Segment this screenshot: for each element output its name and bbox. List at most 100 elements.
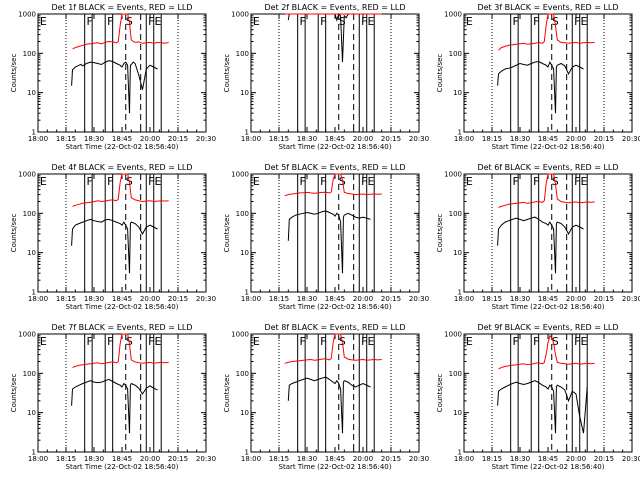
interval-marker: F bbox=[533, 175, 539, 188]
x-tick-label: 20:30 bbox=[622, 135, 640, 143]
x-tick-label: 18:00 bbox=[454, 455, 474, 463]
plot-frame bbox=[37, 13, 207, 133]
interval-marker: F bbox=[300, 175, 306, 188]
interval-marker: F bbox=[107, 175, 113, 188]
interval-marker: E bbox=[253, 175, 260, 188]
plot-frame bbox=[250, 333, 420, 453]
y-axis-label: Counts/sec bbox=[10, 54, 18, 93]
events-black-line bbox=[497, 380, 588, 434]
y-tick-label: 10 bbox=[240, 89, 249, 97]
x-axis-label: Start Time (22-Oct-02 18:56:40) bbox=[66, 463, 179, 471]
x-tick-label: 18:30 bbox=[297, 135, 317, 143]
x-tick-label: 18:30 bbox=[510, 455, 530, 463]
x-tick-label: 18:15 bbox=[482, 455, 502, 463]
y-tick-label: 10 bbox=[240, 409, 249, 417]
x-tick-label: 20:00 bbox=[566, 295, 586, 303]
x-tick-label: 18:30 bbox=[84, 455, 104, 463]
interval-marker: FE bbox=[361, 15, 374, 28]
interval-marker: F bbox=[300, 15, 306, 28]
x-tick-label: 18:30 bbox=[84, 295, 104, 303]
lld-red-line bbox=[72, 173, 169, 207]
interval-marker: F bbox=[513, 175, 519, 188]
interval-marker: F bbox=[107, 15, 113, 28]
y-tick-label: 1000 bbox=[18, 331, 36, 339]
y-axis-label: Counts/sec bbox=[223, 214, 231, 253]
interval-marker: FE bbox=[574, 335, 587, 348]
x-tick-label: 18:45 bbox=[538, 455, 558, 463]
panel-det-9: Det 9f BLACK = Events, RED = LLD 1 10 100 10… bbox=[436, 323, 640, 471]
plot-frame bbox=[463, 333, 633, 453]
panel-det-3: Det 3f BLACK = Events, RED = LLD 1 10 100 10… bbox=[436, 3, 640, 151]
events-black-line bbox=[497, 60, 584, 114]
panel-title: Det 7f BLACK = Events, RED = LLD bbox=[51, 323, 192, 332]
x-axis-label: Start Time (22-Oct-02 18:56:40) bbox=[279, 463, 392, 471]
events-black-line bbox=[497, 216, 584, 274]
panel-title: Det 9f BLACK = Events, RED = LLD bbox=[477, 323, 618, 332]
x-tick-label: 18:30 bbox=[297, 455, 317, 463]
x-tick-label: 18:00 bbox=[28, 135, 48, 143]
interval-marker: E bbox=[40, 335, 47, 348]
x-tick-label: 18:00 bbox=[28, 455, 48, 463]
panel-title: Det 4f BLACK = Events, RED = LLD bbox=[51, 163, 192, 172]
x-tick-label: 20:00 bbox=[140, 135, 160, 143]
x-axis-label: Start Time (22-Oct-02 18:56:40) bbox=[492, 143, 605, 151]
lld-red-line bbox=[72, 13, 169, 50]
y-axis-label: Counts/sec bbox=[436, 54, 444, 93]
x-tick-label: 18:45 bbox=[325, 135, 345, 143]
lld-red-line bbox=[284, 173, 382, 197]
interval-marker: F bbox=[107, 335, 113, 348]
x-tick-label: 20:30 bbox=[622, 455, 640, 463]
interval-marker: FE bbox=[148, 335, 161, 348]
plot-frame bbox=[463, 173, 633, 293]
interval-marker: E bbox=[40, 175, 47, 188]
y-tick-label: 1 bbox=[458, 449, 462, 457]
lld-red-line bbox=[284, 333, 382, 364]
y-tick-label: 100 bbox=[449, 370, 462, 378]
x-tick-label: 18:45 bbox=[112, 135, 132, 143]
y-tick-label: 100 bbox=[236, 370, 249, 378]
x-tick-label: 20:00 bbox=[566, 455, 586, 463]
events-black-line bbox=[71, 218, 158, 274]
panel-det-5: Det 5f BLACK = Events, RED = LLD 1 10 100 10… bbox=[223, 163, 429, 311]
x-axis-label: Start Time (22-Oct-02 18:56:40) bbox=[66, 143, 179, 151]
interval-marker: F bbox=[87, 175, 93, 188]
x-tick-label: 20:15 bbox=[594, 295, 614, 303]
plot-frame bbox=[463, 13, 633, 133]
y-tick-label: 1 bbox=[458, 289, 462, 297]
interval-marker: F bbox=[533, 15, 539, 28]
x-tick-label: 18:30 bbox=[510, 295, 530, 303]
x-tick-label: 20:15 bbox=[594, 455, 614, 463]
panel-title: Det 2f BLACK = Events, RED = LLD bbox=[264, 3, 405, 12]
interval-marker: F bbox=[533, 335, 539, 348]
x-tick-label: 18:15 bbox=[56, 455, 76, 463]
y-tick-label: 10 bbox=[453, 249, 462, 257]
y-tick-label: 1 bbox=[245, 289, 249, 297]
interval-marker: S bbox=[552, 335, 559, 348]
x-tick-label: 18:45 bbox=[538, 135, 558, 143]
x-tick-label: 20:30 bbox=[622, 295, 640, 303]
x-tick-label: 20:30 bbox=[196, 295, 216, 303]
y-axis-label: Counts/sec bbox=[436, 374, 444, 413]
y-axis-label: Counts/sec bbox=[223, 54, 231, 93]
x-tick-label: 18:15 bbox=[56, 295, 76, 303]
x-tick-label: 20:00 bbox=[353, 135, 373, 143]
y-tick-label: 1000 bbox=[444, 171, 462, 179]
x-axis-label: Start Time (22-Oct-02 18:56:40) bbox=[66, 303, 179, 311]
y-tick-label: 1000 bbox=[231, 11, 249, 19]
interval-marker: FE bbox=[361, 175, 374, 188]
x-tick-label: 18:45 bbox=[112, 295, 132, 303]
x-tick-label: 18:00 bbox=[241, 455, 261, 463]
y-tick-label: 100 bbox=[23, 370, 36, 378]
y-tick-label: 100 bbox=[236, 210, 249, 218]
interval-marker: F bbox=[87, 335, 93, 348]
interval-marker: F bbox=[300, 335, 306, 348]
plot-frame bbox=[37, 333, 207, 453]
x-tick-label: 18:15 bbox=[269, 455, 289, 463]
interval-marker: FE bbox=[148, 175, 161, 188]
plot-frame bbox=[250, 173, 420, 293]
interval-marker: FE bbox=[361, 335, 374, 348]
y-tick-label: 1 bbox=[458, 129, 462, 137]
x-tick-label: 20:30 bbox=[409, 135, 429, 143]
y-tick-label: 10 bbox=[453, 409, 462, 417]
